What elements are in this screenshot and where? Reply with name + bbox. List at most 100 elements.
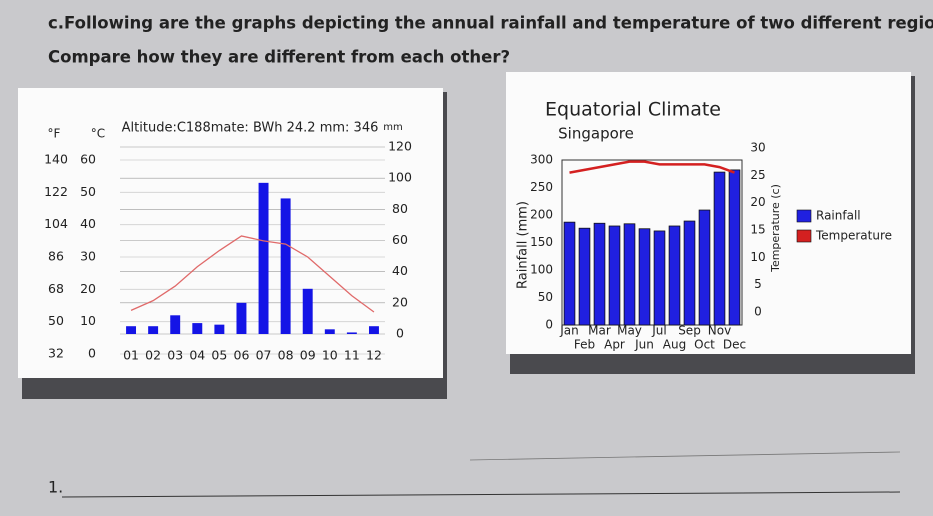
x-tick-label: Apr [604, 338, 625, 352]
y2-tick-label: 20 [392, 294, 408, 309]
x-tick-label: 06 [234, 348, 250, 363]
climate-chart: Altitude:C188mate: BWh 24.2 mm: 346 0 10 20… [44, 121, 412, 363]
x-tick-label: 04 [189, 348, 205, 363]
y2-tick-label: 0 [754, 305, 762, 319]
x-tick-label: 03 [167, 348, 183, 363]
x-tick-label: Jun [634, 338, 654, 352]
chart-title: Altitude:C188mate: BWh 24.2 mm: 346 [122, 121, 379, 136]
x-tick-label: 08 [278, 348, 294, 363]
y2-tick-label: 15 [750, 223, 765, 237]
bar [638, 228, 651, 326]
legend-label: Rainfall [816, 209, 861, 223]
y2-tick-label: 100 [388, 170, 412, 185]
question-line: Compare how they are different from each… [48, 48, 510, 67]
y-tick-label: 300 [530, 153, 553, 167]
chart-subtitle: Singapore [558, 125, 634, 143]
y-axis-label: Rainfall (mm) [516, 201, 531, 289]
bar [563, 221, 576, 326]
y-axis-label: °C [91, 127, 105, 141]
bar [608, 225, 621, 326]
x-tick-label: Jul [651, 324, 666, 338]
x-tick-label: Jan [559, 324, 579, 338]
answer-line [469, 451, 901, 461]
legend-swatch [796, 229, 812, 243]
bar [324, 329, 335, 334]
bar [728, 169, 741, 326]
x-tick-label: 09 [300, 348, 316, 363]
y-tick-label: 40 [80, 216, 96, 231]
x-tick-label: Dec [723, 338, 746, 352]
y-tick-label: 0 [88, 346, 96, 361]
y-tick-label: 150 [530, 235, 553, 249]
x-tick-label: Aug [663, 338, 686, 352]
y2-axis-label: mm [383, 122, 402, 133]
answer-line [61, 491, 901, 498]
x-tick-label: 05 [211, 348, 227, 363]
y2-tick-label: 25 [750, 168, 765, 182]
y-tick-label: 250 [530, 180, 553, 194]
bar [683, 220, 696, 326]
bar [578, 227, 591, 326]
line [130, 235, 375, 313]
bar [192, 323, 203, 334]
bar [713, 171, 726, 326]
bar [368, 326, 379, 334]
y2-tick-label: 20 [750, 195, 765, 209]
bar [346, 332, 357, 334]
y3-axis-label: °F [48, 127, 61, 141]
y3-tick-label: 104 [44, 216, 68, 231]
bar [653, 230, 666, 326]
y-tick-label: 0 [545, 318, 553, 332]
y-tick-label: 50 [538, 290, 553, 304]
y-tick-label: 10 [80, 313, 96, 328]
bar [214, 324, 225, 334]
y3-tick-label: 68 [48, 281, 64, 296]
chart-title: Equatorial Climate [545, 99, 721, 121]
x-tick-label: 10 [322, 348, 338, 363]
bar [593, 222, 606, 326]
y3-tick-label: 50 [48, 313, 64, 328]
y3-tick-label: 140 [44, 152, 68, 167]
x-tick-label: 12 [366, 348, 382, 363]
y3-tick-label: 86 [48, 249, 64, 264]
y2-tick-label: 0 [396, 326, 404, 341]
question-line: c.Following are the graphs depicting the… [48, 14, 933, 33]
x-tick-label: 02 [145, 348, 161, 363]
bar [126, 326, 137, 334]
y2-tick-label: 60 [392, 232, 408, 247]
y3-tick-label: 32 [48, 346, 64, 361]
x-tick-label: Feb [574, 338, 595, 352]
y-tick-label: 200 [530, 208, 553, 222]
bar [623, 223, 636, 326]
bar [170, 315, 181, 334]
legend-label: Temperature [815, 229, 892, 243]
line [569, 160, 735, 174]
y-tick-label: 30 [80, 249, 96, 264]
x-tick-label: 07 [256, 348, 272, 363]
bar [258, 182, 269, 334]
bar [236, 302, 247, 334]
y2-tick-label: 10 [750, 250, 765, 264]
y3-tick-label: 122 [44, 184, 68, 199]
y2-tick-label: 40 [392, 263, 408, 278]
y-tick-label: 60 [80, 152, 96, 167]
y-tick-label: 20 [80, 281, 96, 296]
x-tick-label: May [617, 324, 642, 338]
y2-axis-label: Temperature (c) [769, 184, 782, 273]
x-tick-label: Sep [678, 324, 701, 338]
x-tick-label: Nov [708, 324, 731, 338]
y-tick-label: 100 [530, 263, 553, 277]
x-tick-label: Mar [588, 324, 611, 338]
y2-tick-label: 30 [750, 141, 765, 155]
y-tick-label: 50 [80, 184, 96, 199]
answer-label: 1. [48, 478, 63, 497]
legend-swatch [796, 209, 812, 223]
y2-tick-label: 80 [392, 201, 408, 216]
bar [148, 326, 159, 334]
bar [280, 198, 291, 334]
y2-tick-label: 5 [754, 277, 762, 291]
bar [302, 288, 313, 334]
climate-chart: Equatorial ClimateSingapore0501001502002… [516, 99, 893, 352]
